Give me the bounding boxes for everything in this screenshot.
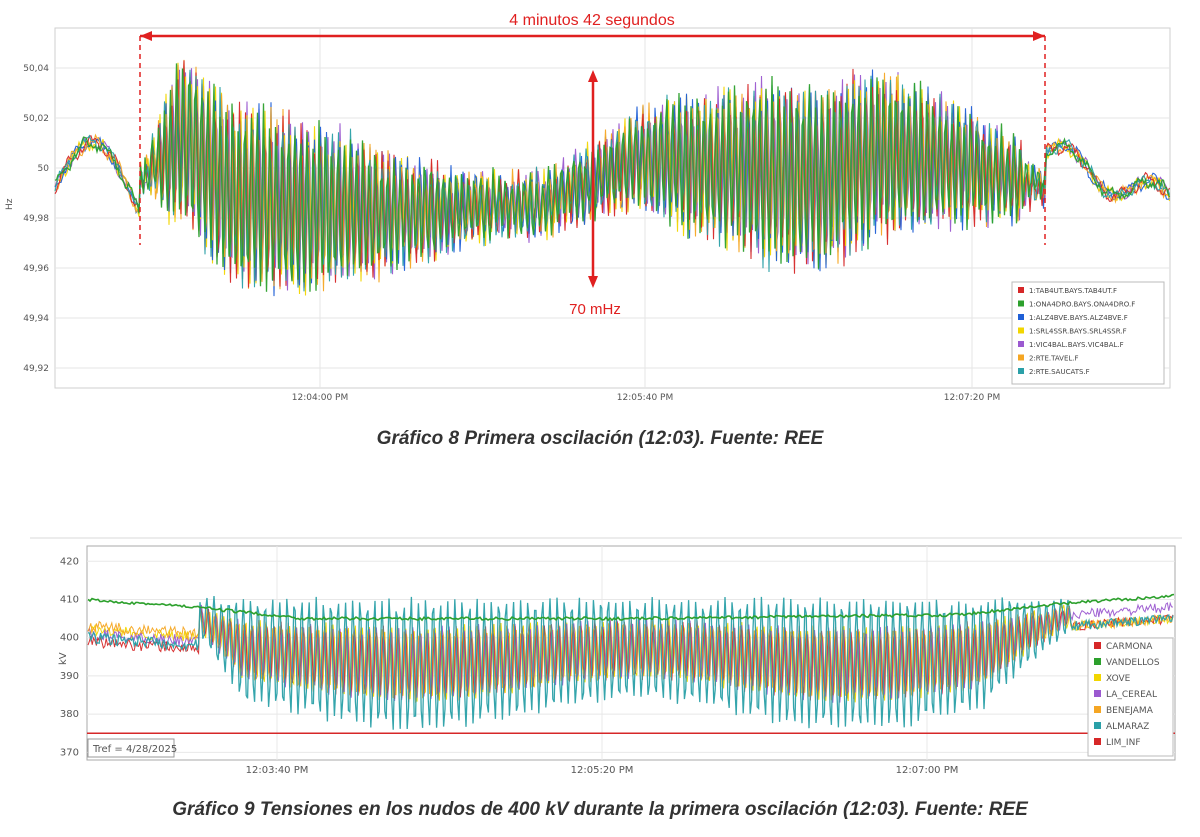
figure-9-caption: Gráfico 9 Tensiones en los nudos de 400 … [172,799,1028,820]
legend-box [1087,637,1174,757]
y-tick-label: 49,96 [23,264,49,274]
legend-swatch [1094,674,1101,681]
amplitude-label: 70 mHz [569,301,621,318]
legend-swatch [1094,690,1101,697]
legend-swatch [1018,341,1024,347]
legend-entry: 1:ALZ4BVE.BAYS.ALZ4BVE.F [1029,314,1128,322]
legend-swatch [1094,658,1101,665]
x-tick-label: 12:07:00 PM [896,765,959,775]
legend-swatch [1018,327,1024,334]
y-tick-label: 390 [60,671,79,682]
x-tick-label: 12:07:20 PM [944,393,1000,403]
y-tick-label: 50 [38,164,50,174]
legend-swatch [1018,287,1024,293]
y-tick-label: 49,98 [23,214,49,224]
y-axis-label: Hz [5,198,15,210]
tref-box [87,738,175,758]
legend-entry: 1:ONA4DRO.BAYS.ONA4DRO.F [1029,301,1135,309]
frequency-series-line [54,63,1171,292]
x-tick-label: 12:05:20 PM [571,765,634,775]
legend-entry: 1:VIC4BAL.BAYS.VIC4BAL.F [1029,341,1124,349]
legend-entry: CARMONA [1106,642,1153,652]
legend-entry: 1:SRL4SSR.BAYS.SRL4SSR.F [1029,328,1127,336]
y-tick-label: 50,02 [23,114,49,124]
legend-entry: BENEJAMA [1106,706,1154,716]
legend-entry: LIM_INF [1106,738,1141,748]
y-tick-label: 380 [60,709,79,720]
voltage-series-line [87,593,1175,622]
legend-entry: XOVE [1106,674,1131,684]
legend-swatch [1094,738,1101,745]
legend-box [1011,281,1165,385]
legend-swatch [1018,368,1024,374]
y-tick-label: 400 [60,633,79,644]
frequency-chart-svg: 50,04 50,02 50 49,98 49,96 49,94 49,92 12:04:0… [5,12,1171,403]
x-tick-label: 12:03:40 PM [246,765,309,775]
legend-swatch [1094,706,1101,713]
duration-arrow-right-head [1033,31,1045,41]
y-tick-label: 370 [60,747,79,758]
y-tick-label: 50,04 [23,64,49,74]
legend-entry: 2:RTE.TAVEL.F [1029,355,1079,363]
x-tick-label: 12:05:40 PM [617,393,673,403]
y-tick-label: 49,94 [23,314,49,324]
legend-entry: 1:TAB4UT.BAYS.TAB4UT.F [1029,287,1117,295]
y-tick-label: 410 [60,595,79,606]
amplitude-arrow-top-head [588,70,598,82]
voltage-chart-svg: 420 410 400 390 380 370 12:03:40 PM 12:05:20 P… [30,537,1182,775]
y-axis-label: kV [58,652,69,665]
legend-entry: LA_CEREAL [1106,690,1157,700]
legend-entry: VANDELLOS [1106,658,1160,668]
legend-swatch [1094,722,1101,729]
legend-entry: 2:RTE.SAUCATS.F [1029,368,1090,376]
legend-entry: ALMARAZ [1106,722,1149,732]
duration-arrow-left-head [140,31,152,41]
x-tick-label: 12:04:00 PM [292,393,348,403]
legend-swatch [1018,300,1024,307]
duration-label: 4 minutos 42 segundos [509,12,674,29]
tref-label: Tref = 4/28/2025 [92,744,177,755]
amplitude-arrow-bottom-head [588,276,598,288]
voltage-chart: 420 410 400 390 380 370 12:03:40 PM 12:05:20 P… [0,535,1200,775]
frequency-chart: 50,04 50,02 50 49,98 49,96 49,94 49,92 12:04:0… [5,12,1171,403]
figure-8-caption: Gráfico 8 Primera oscilación (12:03). Fu… [376,428,824,449]
y-tick-label: 49,92 [23,364,49,374]
voltage-series-line [87,601,1174,703]
y-tick-label: 420 [60,556,79,567]
legend-swatch [1018,354,1024,361]
voltage-series-line [87,595,1174,730]
legend-swatch [1018,314,1024,320]
legend-swatch [1094,642,1101,649]
